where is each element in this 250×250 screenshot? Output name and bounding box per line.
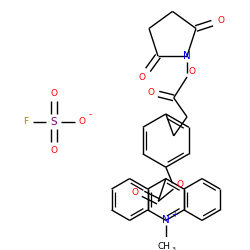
Text: O: O — [148, 88, 154, 97]
Text: N: N — [183, 51, 191, 61]
Text: S: S — [50, 116, 57, 126]
Text: +: + — [171, 210, 177, 219]
Text: O: O — [139, 73, 146, 82]
Text: O: O — [50, 146, 57, 154]
Text: N: N — [162, 216, 170, 226]
Text: O: O — [176, 180, 184, 189]
Text: F: F — [23, 117, 28, 126]
Text: -: - — [88, 110, 92, 120]
Text: O: O — [188, 67, 195, 76]
Text: CH: CH — [158, 242, 170, 250]
Text: O: O — [79, 117, 86, 126]
Text: O: O — [50, 88, 57, 98]
Text: O: O — [132, 188, 139, 197]
Text: 3: 3 — [172, 247, 175, 250]
Text: O: O — [218, 16, 225, 25]
